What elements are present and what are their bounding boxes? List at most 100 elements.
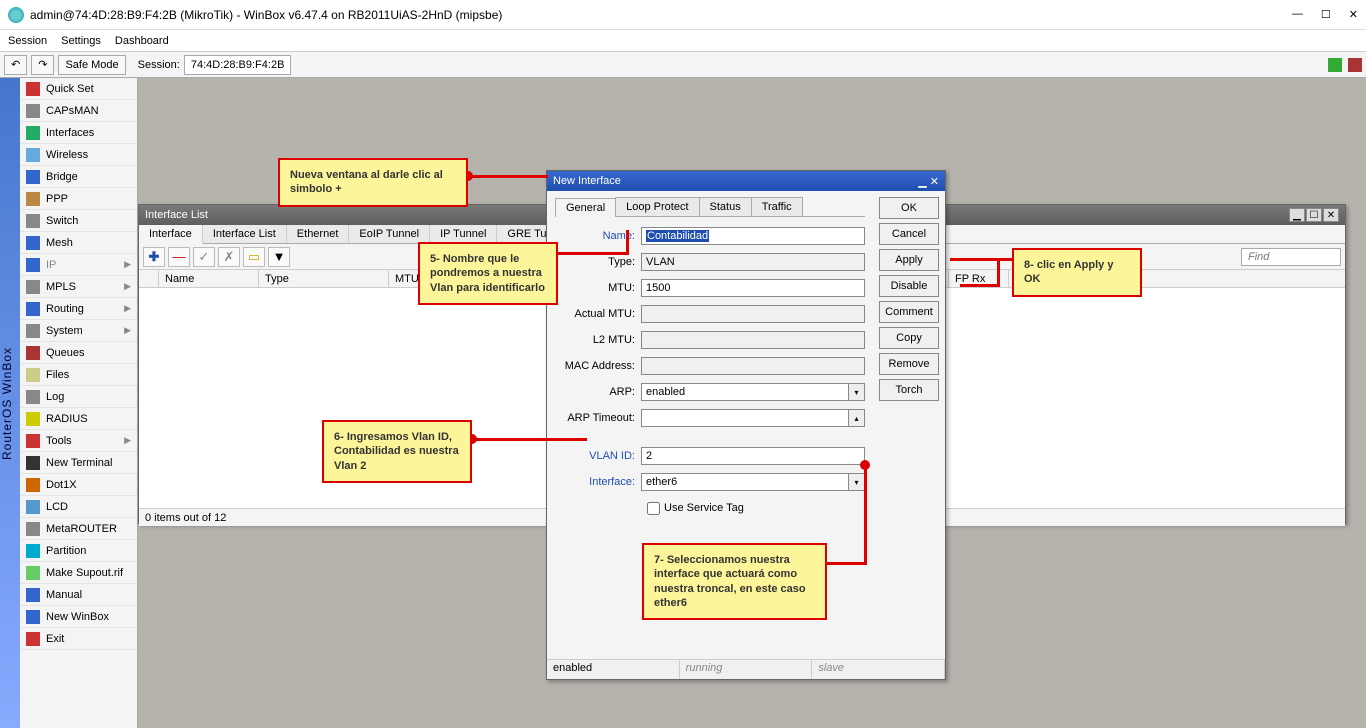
app-icon [8, 7, 24, 23]
disable-button[interactable]: Disable [879, 275, 939, 297]
iflist-close-button[interactable]: ✕ [1323, 208, 1339, 222]
callout-7: 7- Seleccionamos nuestra interface que a… [642, 543, 827, 620]
newif-min-button[interactable]: ▁ [918, 176, 926, 188]
window-controls: — ☐ ✕ [1292, 8, 1358, 21]
sidebar-item-new-winbox[interactable]: New WinBox [20, 606, 137, 628]
sidebar-icon [26, 434, 40, 448]
iflist-tab-ip-tunnel[interactable]: IP Tunnel [430, 225, 497, 243]
sidebar-item-log[interactable]: Log [20, 386, 137, 408]
sidebar-item-label: Make Supout.rif [46, 567, 123, 579]
sidebar-item-make-supout.rif[interactable]: Make Supout.rif [20, 562, 137, 584]
sidebar-item-mesh[interactable]: Mesh [20, 232, 137, 254]
sidebar-item-label: CAPsMAN [46, 105, 99, 117]
sidebar-item-new-terminal[interactable]: New Terminal [20, 452, 137, 474]
column-header[interactable] [139, 270, 159, 287]
sidebar-item-manual[interactable]: Manual [20, 584, 137, 606]
filter-button[interactable]: ▼ [268, 247, 290, 267]
iflist-tab-ethernet[interactable]: Ethernet [287, 225, 350, 243]
sidebar-item-ppp[interactable]: PPP [20, 188, 137, 210]
redo-button[interactable]: ↷ [31, 55, 54, 75]
iflist-max-button[interactable]: ☐ [1306, 208, 1322, 222]
sidebar-icon [26, 588, 40, 602]
sidebar-item-capsman[interactable]: CAPsMAN [20, 100, 137, 122]
add-button[interactable]: ✚ [143, 247, 165, 267]
column-header[interactable]: Type [259, 270, 389, 287]
sidebar-item-mpls[interactable]: MPLS▶ [20, 276, 137, 298]
newif-tab-loop-protect[interactable]: Loop Protect [615, 197, 699, 216]
enable-button[interactable]: ✓ [193, 247, 215, 267]
disable-button[interactable]: ✗ [218, 247, 240, 267]
torch-button[interactable]: Torch [879, 379, 939, 401]
comment-button[interactable]: Comment [879, 301, 939, 323]
iflist-tab-eoip-tunnel[interactable]: EoIP Tunnel [349, 225, 430, 243]
mtu-input[interactable]: 1500 [641, 279, 865, 297]
sidebar-item-ip[interactable]: IP▶ [20, 254, 137, 276]
menu-session[interactable]: Session [8, 35, 47, 47]
remove-button[interactable]: Remove [879, 353, 939, 375]
sidebar-item-exit[interactable]: Exit [20, 628, 137, 650]
iflist-tab-interface[interactable]: Interface [139, 225, 203, 244]
sidebar-item-quick-set[interactable]: Quick Set [20, 78, 137, 100]
sidebar-item-tools[interactable]: Tools▶ [20, 430, 137, 452]
undo-button[interactable]: ↶ [4, 55, 27, 75]
sidebar-item-bridge[interactable]: Bridge [20, 166, 137, 188]
sidebar-item-dot1x[interactable]: Dot1X [20, 474, 137, 496]
sidebar-item-lcd[interactable]: LCD [20, 496, 137, 518]
iflist-tab-interface-list[interactable]: Interface List [203, 225, 287, 243]
status-enabled: enabled [547, 660, 680, 679]
sidebar-item-label: Switch [46, 215, 78, 227]
safemode-button[interactable]: Safe Mode [58, 55, 125, 75]
sidebar-item-metarouter[interactable]: MetaROUTER [20, 518, 137, 540]
sidebar-icon [26, 478, 40, 492]
sidebar-item-switch[interactable]: Switch [20, 210, 137, 232]
sidebar-item-label: IP [46, 259, 56, 271]
cancel-button[interactable]: Cancel [879, 223, 939, 245]
lock-indicator-icon [1348, 58, 1362, 72]
window-title: admin@74:4D:28:B9:F4:2B (MikroTik) - Win… [30, 8, 1292, 22]
newif-tab-status[interactable]: Status [699, 197, 752, 216]
find-input[interactable] [1241, 248, 1341, 266]
sidebar-item-radius[interactable]: RADIUS [20, 408, 137, 430]
sidebar-item-label: PPP [46, 193, 68, 205]
sidebar-icon [26, 500, 40, 514]
new-interface-titlebar[interactable]: New Interface ▁ ✕ [547, 171, 945, 191]
sidebar-icon [26, 368, 40, 382]
sidebar-item-queues[interactable]: Queues [20, 342, 137, 364]
arpto-input[interactable] [641, 409, 849, 427]
arp-input[interactable]: enabled [641, 383, 849, 401]
interface-input[interactable]: ether6 [641, 473, 849, 491]
arpto-arrow-icon[interactable]: ▴ [849, 409, 865, 427]
sidebar-icon [26, 258, 40, 272]
sidebar-icon [26, 324, 40, 338]
menu-dashboard[interactable]: Dashboard [115, 35, 169, 47]
arp-dropdown-icon[interactable]: ▾ [849, 383, 865, 401]
column-header[interactable]: Name [159, 270, 259, 287]
newif-tab-traffic[interactable]: Traffic [751, 197, 803, 216]
newif-close-button[interactable]: ✕ [930, 176, 939, 188]
name-input[interactable]: Contabilidad [641, 227, 865, 245]
maximize-button[interactable]: ☐ [1321, 8, 1331, 21]
menu-settings[interactable]: Settings [61, 35, 101, 47]
copy-button[interactable]: Copy [879, 327, 939, 349]
remove-button[interactable]: — [168, 247, 190, 267]
type-input: VLAN [641, 253, 865, 271]
sidebar-item-files[interactable]: Files [20, 364, 137, 386]
sidebar-item-label: Quick Set [46, 83, 94, 95]
sidebar-item-system[interactable]: System▶ [20, 320, 137, 342]
ok-button[interactable]: OK [879, 197, 939, 219]
sidebar-item-routing[interactable]: Routing▶ [20, 298, 137, 320]
apply-button[interactable]: Apply [879, 249, 939, 271]
sidebar-item-interfaces[interactable]: Interfaces [20, 122, 137, 144]
servicetag-checkbox[interactable] [647, 502, 660, 515]
vlanid-input[interactable]: 2 [641, 447, 865, 465]
interface-dropdown-icon[interactable]: ▾ [849, 473, 865, 491]
sidebar-icon [26, 302, 40, 316]
newif-tab-general[interactable]: General [555, 198, 616, 217]
sidebar-item-partition[interactable]: Partition [20, 540, 137, 562]
close-button[interactable]: ✕ [1349, 8, 1358, 21]
comment-button[interactable]: ▭ [243, 247, 265, 267]
minimize-button[interactable]: — [1292, 8, 1303, 21]
sidebar-item-label: Routing [46, 303, 84, 315]
iflist-min-button[interactable]: ▁ [1289, 208, 1305, 222]
sidebar-item-wireless[interactable]: Wireless [20, 144, 137, 166]
